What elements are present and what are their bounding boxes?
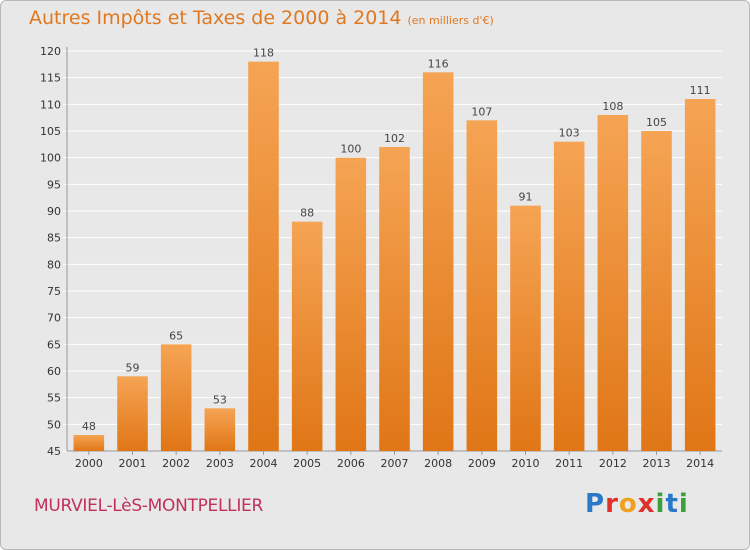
bar-value-label: 59 [126, 361, 140, 374]
y-tick-label: 80 [47, 258, 61, 271]
bar [422, 72, 454, 451]
bar [466, 120, 498, 451]
bar [641, 131, 672, 451]
x-tick-label: 2003 [206, 457, 234, 470]
y-tick-label: 90 [47, 205, 61, 218]
chart-title-text: Autres Impôts et Taxes de 2000 à 2014 [29, 7, 402, 29]
bar-value-label: 48 [82, 420, 96, 433]
x-tick-label: 2011 [555, 457, 583, 470]
bar [684, 99, 716, 451]
chart-title: Autres Impôts et Taxes de 2000 à 2014 (en… [29, 7, 494, 29]
bar-value-label: 111 [690, 84, 711, 97]
x-tick-label: 2004 [250, 457, 278, 470]
y-tick-label: 55 [47, 392, 61, 405]
bar-value-label: 102 [384, 132, 405, 145]
x-tick-label: 2002 [162, 457, 190, 470]
y-tick-label: 95 [47, 178, 61, 191]
x-tick-label: 2008 [424, 457, 452, 470]
logo-letter: o [618, 489, 638, 519]
x-tick-label: 2005 [293, 457, 321, 470]
bar [597, 115, 629, 451]
x-tick-label: 2013 [643, 457, 671, 470]
proxiti-logo: Proxiti [585, 489, 689, 519]
bar [160, 344, 192, 451]
y-tick-label: 50 [47, 418, 61, 431]
y-tick-label: 115 [40, 72, 61, 85]
y-tick-label: 110 [40, 98, 61, 111]
bar [335, 157, 367, 451]
y-tick-label: 120 [40, 45, 61, 58]
bar-value-label: 116 [428, 57, 449, 70]
x-tick-label: 2007 [381, 457, 409, 470]
x-tick-label: 2001 [119, 457, 147, 470]
logo-letter: P [585, 489, 606, 519]
logo-letter: x [637, 489, 656, 519]
x-tick-label: 2006 [337, 457, 365, 470]
y-tick-label: 100 [40, 152, 61, 165]
y-tick-label: 60 [47, 365, 61, 378]
bar [117, 376, 148, 451]
y-tick-label: 70 [47, 312, 61, 325]
logo-letter: t [665, 489, 679, 519]
bar-value-label: 100 [340, 143, 361, 156]
x-tick-label: 2000 [75, 457, 103, 470]
y-tick-label: 75 [47, 285, 61, 298]
bar-value-label: 105 [646, 116, 667, 129]
x-tick-label: 2014 [686, 457, 714, 470]
bar-value-label: 91 [519, 191, 533, 204]
y-tick-label: 105 [40, 125, 61, 138]
logo-letter: r [605, 489, 619, 519]
y-tick-label: 45 [47, 445, 61, 458]
bar [73, 435, 105, 451]
bar-value-label: 65 [169, 329, 183, 342]
bar [379, 147, 410, 451]
bar-value-label: 88 [300, 207, 314, 220]
logo-letter: i [655, 489, 666, 519]
bar-value-label: 53 [213, 393, 227, 406]
x-tick-label: 2012 [599, 457, 627, 470]
x-tick-label: 2009 [468, 457, 496, 470]
bar [248, 61, 279, 452]
bar-value-label: 108 [602, 100, 623, 113]
logo-letter: i [678, 489, 689, 519]
bar-value-label: 107 [471, 105, 492, 118]
bar [291, 221, 323, 451]
bar [510, 205, 541, 451]
bar [204, 408, 236, 451]
bar-value-label: 103 [559, 127, 580, 140]
y-tick-label: 65 [47, 338, 61, 351]
bar-value-label: 118 [253, 47, 274, 60]
town-name: MURVIEL-LèS-MONTPELLIER [34, 496, 263, 516]
bar [553, 141, 585, 451]
y-tick-label: 85 [47, 232, 61, 245]
x-tick-label: 2010 [512, 457, 540, 470]
chart-subtitle: (en milliers d'€) [407, 14, 494, 27]
